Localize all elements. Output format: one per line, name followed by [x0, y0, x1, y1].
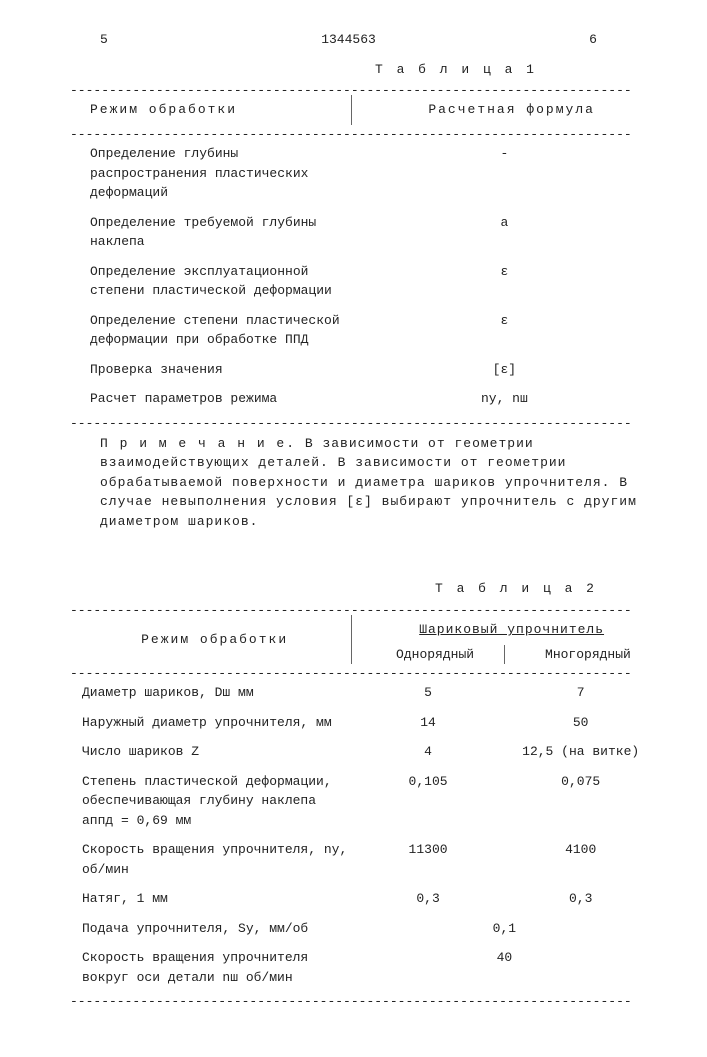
t2-c2: 0,075: [504, 767, 657, 836]
t1-label: Определение степени пластической деформа…: [70, 306, 352, 355]
page-header: 5 1344563 6: [70, 30, 657, 50]
t2-c1: 0,3: [352, 884, 505, 914]
table1-body: Определение глубины распространения плас…: [70, 139, 657, 414]
t1-label: Расчет параметров режима: [70, 384, 352, 414]
t1-head-right: Расчетная формула: [352, 95, 657, 125]
t2-c2: 4100: [504, 835, 657, 884]
rule: ----------------------------------------…: [70, 664, 657, 678]
table2-body: Диаметр шариков, Dш мм57 Наружный диаметр…: [70, 678, 657, 992]
t2-c1: 14: [352, 708, 505, 738]
t1-formula: a: [352, 208, 657, 257]
t1-head-left: Режим обработки: [70, 95, 352, 125]
t2-c2: 12,5 (на витке): [504, 737, 657, 767]
t2-sub-right: Многорядный: [504, 645, 657, 665]
t2-sub-left: Однорядный: [352, 645, 505, 665]
t2-label: Наружный диаметр упрочнителя, мм: [70, 708, 352, 738]
t2-label: Натяг, 1 мм: [70, 884, 352, 914]
t2-c2: 7: [504, 678, 657, 708]
t1-formula: nу, nш: [352, 384, 657, 414]
t2-label: Диаметр шариков, Dш мм: [70, 678, 352, 708]
t1-formula: [ε]: [352, 355, 657, 385]
t2-c1: 0,105: [352, 767, 505, 836]
col-right: 6: [589, 30, 597, 50]
t2-span: 40: [352, 943, 657, 992]
t2-c2: 50: [504, 708, 657, 738]
t2-span: 0,1: [352, 914, 657, 944]
table1-title: Т а б л и ц а 1: [70, 60, 657, 80]
t1-label: Определение требуемой глубины наклепа: [70, 208, 352, 257]
table1-note: П р и м е ч а н и е. В зависимости от ге…: [70, 428, 657, 550]
t2-label: Подача упрочнителя, Sу, мм/об: [70, 914, 352, 944]
rule: ----------------------------------------…: [70, 414, 657, 428]
t2-label: Число шариков Z: [70, 737, 352, 767]
t1-formula: -: [352, 139, 657, 208]
t2-head-group: Шариковый упрочнитель: [419, 622, 604, 637]
table1-head: Режим обработки Расчетная формула: [70, 95, 657, 125]
rule: ----------------------------------------…: [70, 81, 657, 95]
col-left: 5: [100, 30, 108, 50]
t1-label: Определение глубины распространения плас…: [70, 139, 352, 208]
t2-c1: 11300: [352, 835, 505, 884]
t2-head-left: Режим обработки: [70, 615, 352, 664]
rule: ----------------------------------------…: [70, 601, 657, 615]
t2-c1: 4: [352, 737, 505, 767]
rule: ----------------------------------------…: [70, 125, 657, 139]
note-label: П р и м е ч а н и е.: [100, 436, 296, 451]
t2-label: Степень пластической деформации, обеспеч…: [70, 767, 352, 836]
t1-formula: ε: [352, 306, 657, 355]
t1-formula: ε: [352, 257, 657, 306]
table2-head: Режим обработки Шариковый упрочнитель Од…: [70, 615, 657, 664]
t2-c1: 5: [352, 678, 505, 708]
table2-title: Т а б л и ц а 2: [70, 579, 657, 599]
t2-label: Скорость вращения упрочнителя вокруг оси…: [70, 943, 352, 992]
t1-label: Определение эксплуатационной степени пла…: [70, 257, 352, 306]
doc-number: 1344563: [321, 30, 376, 50]
t1-label: Проверка значения: [70, 355, 352, 385]
t2-c2: 0,3: [504, 884, 657, 914]
t2-label: Скорость вращения упрочнителя, nу, об/ми…: [70, 835, 352, 884]
